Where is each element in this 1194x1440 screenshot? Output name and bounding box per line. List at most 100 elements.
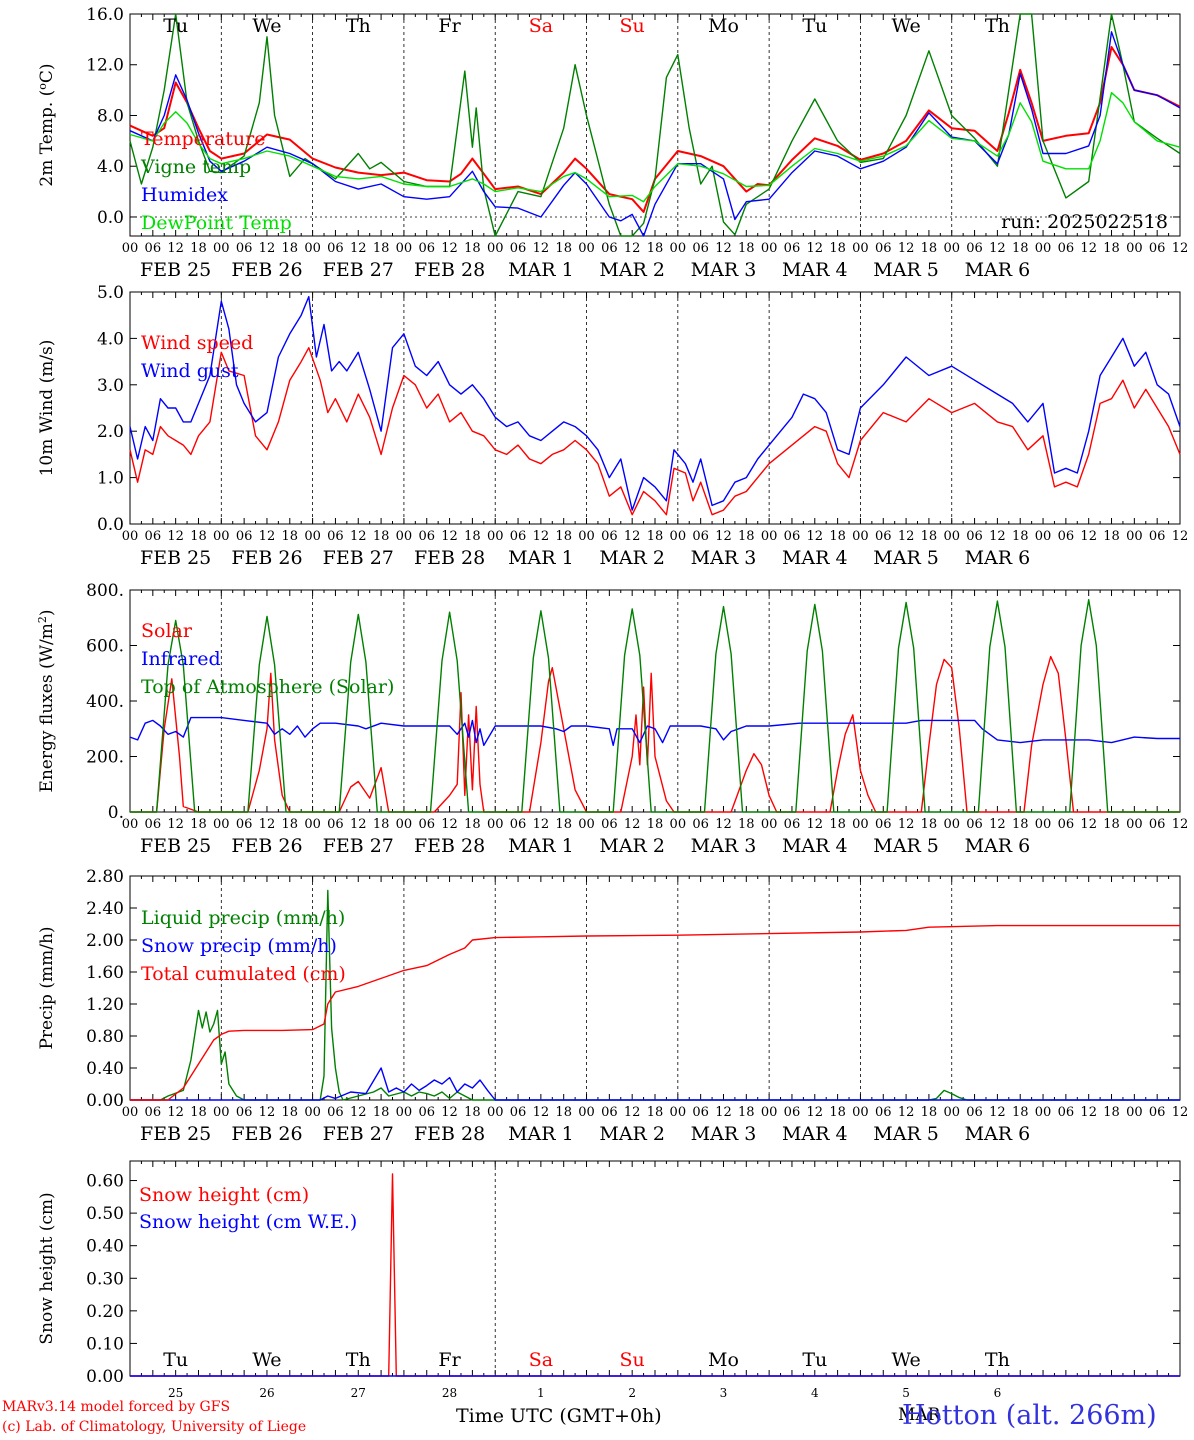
legend-entry: Humidex bbox=[141, 184, 228, 206]
y-tick-label: 2.40 bbox=[86, 899, 124, 919]
hour-tick-label: 18 bbox=[1103, 817, 1120, 832]
hour-tick-label: 12 bbox=[350, 529, 367, 544]
y-tick-label: 0.50 bbox=[86, 1204, 124, 1224]
hour-tick-label: 00 bbox=[122, 1105, 139, 1120]
hour-tick-label: 18 bbox=[190, 817, 207, 832]
hour-tick-label: 00 bbox=[213, 1105, 230, 1120]
day-name-label: Mo bbox=[708, 15, 739, 37]
hour-tick-label: 12 bbox=[533, 1105, 550, 1120]
plot-frame bbox=[129, 589, 1181, 813]
hour-tick-label: 00 bbox=[122, 241, 139, 256]
hour-tick-label: 06 bbox=[875, 529, 892, 544]
day-name-label: We bbox=[891, 15, 920, 37]
hour-tick-label: 12 bbox=[259, 817, 276, 832]
hour-tick-label: 18 bbox=[647, 817, 664, 832]
hour-tick-label: 06 bbox=[1058, 241, 1075, 256]
hour-tick-label: 12 bbox=[1172, 529, 1189, 544]
hour-tick-label: 00 bbox=[213, 529, 230, 544]
hour-tick-label: 12 bbox=[898, 241, 915, 256]
legend-entry: Wind gust bbox=[141, 360, 239, 382]
date-label: MAR 1 bbox=[508, 835, 574, 857]
day-name-label: Th bbox=[985, 15, 1010, 37]
hour-tick-label: 06 bbox=[418, 817, 435, 832]
hour-tick-label: 06 bbox=[236, 817, 253, 832]
hour-tick-label: 12 bbox=[807, 241, 824, 256]
hour-tick-label: 12 bbox=[1080, 817, 1097, 832]
legend-entry: Solar bbox=[141, 620, 193, 642]
date-label: MAR 1 bbox=[508, 547, 574, 569]
y-tick-label: 2.0 bbox=[97, 422, 124, 442]
date-label: MAR 6 bbox=[965, 835, 1031, 857]
date-label: MAR 2 bbox=[599, 1123, 665, 1145]
day-name-label: Th bbox=[985, 1349, 1010, 1371]
hour-tick-label: 18 bbox=[555, 817, 572, 832]
hour-tick-label: 18 bbox=[738, 1105, 755, 1120]
y-tick-label: 800. bbox=[86, 581, 124, 601]
date-label: MAR 2 bbox=[599, 259, 665, 281]
y-tick-label: 0.20 bbox=[86, 1302, 124, 1322]
hour-tick-label: 12 bbox=[167, 817, 184, 832]
hour-tick-label: 00 bbox=[1126, 241, 1143, 256]
hour-tick-label: 00 bbox=[578, 817, 595, 832]
hour-tick-label: 18 bbox=[1012, 241, 1029, 256]
hour-tick-label: 18 bbox=[190, 1105, 207, 1120]
hour-tick-label: 00 bbox=[1035, 241, 1052, 256]
hour-tick-label: 00 bbox=[1035, 529, 1052, 544]
day-name-label: We bbox=[891, 1349, 920, 1371]
hour-tick-label: 12 bbox=[898, 1105, 915, 1120]
y-axis-label: 10m Wind (m/s) bbox=[37, 340, 57, 477]
hour-tick-label: 18 bbox=[647, 1105, 664, 1120]
y-tick-label: 0.40 bbox=[86, 1059, 124, 1079]
hour-tick-label: 12 bbox=[167, 529, 184, 544]
hour-tick-label: 00 bbox=[213, 241, 230, 256]
hour-tick-label: 18 bbox=[647, 241, 664, 256]
hour-tick-label: 18 bbox=[464, 1105, 481, 1120]
hour-tick-label: 00 bbox=[761, 817, 778, 832]
series-line bbox=[130, 599, 1180, 813]
y-tick-label: 8.0 bbox=[97, 106, 124, 126]
hour-tick-label: 06 bbox=[510, 241, 527, 256]
hour-tick-label: 12 bbox=[624, 529, 641, 544]
hour-tick-label: 18 bbox=[738, 241, 755, 256]
date-label: MAR 5 bbox=[873, 835, 939, 857]
date-label: FEB 27 bbox=[323, 547, 394, 569]
hour-tick-label: 18 bbox=[921, 1105, 938, 1120]
hour-tick-label: 00 bbox=[1035, 1105, 1052, 1120]
hour-tick-label: 06 bbox=[236, 241, 253, 256]
hour-tick-label: 00 bbox=[1126, 1105, 1143, 1120]
hour-tick-label: 00 bbox=[852, 529, 869, 544]
day-name-label: Sa bbox=[529, 1349, 553, 1371]
hour-tick-label: 12 bbox=[624, 1105, 641, 1120]
series-line bbox=[130, 1067, 1180, 1101]
hour-tick-label: 00 bbox=[670, 1105, 687, 1120]
hour-tick-label: 18 bbox=[921, 529, 938, 544]
hour-tick-label: 00 bbox=[487, 817, 504, 832]
series-line bbox=[129, 91, 1181, 203]
hour-tick-label: 06 bbox=[236, 529, 253, 544]
x-axis-label: Time UTC (GMT+0h) bbox=[456, 1405, 662, 1427]
date-label: FEB 26 bbox=[231, 259, 302, 281]
hour-tick-label: 12 bbox=[350, 1105, 367, 1120]
hour-tick-label: 12 bbox=[441, 529, 458, 544]
hour-tick-label: 18 bbox=[921, 817, 938, 832]
hour-tick-label: 18 bbox=[829, 241, 846, 256]
y-tick-label: 0.60 bbox=[86, 1172, 124, 1192]
hour-tick-label: 06 bbox=[966, 241, 983, 256]
hour-tick-label: 06 bbox=[784, 817, 801, 832]
hour-tick-label: 12 bbox=[1172, 241, 1189, 256]
plot-frame bbox=[129, 13, 1181, 237]
date-label: FEB 28 bbox=[414, 835, 485, 857]
model-credit: MARv3.14 model forced by GFS bbox=[2, 1399, 231, 1415]
y-tick-label: 3.0 bbox=[97, 376, 124, 396]
hour-tick-label: 00 bbox=[487, 1105, 504, 1120]
hour-tick-label: 06 bbox=[510, 1105, 527, 1120]
hour-tick-label: 12 bbox=[1080, 1105, 1097, 1120]
hour-tick-label: 00 bbox=[1126, 817, 1143, 832]
hour-tick-label: 12 bbox=[1172, 1105, 1189, 1120]
hour-tick-label: 18 bbox=[282, 1105, 299, 1120]
date-label: FEB 28 bbox=[414, 259, 485, 281]
hour-tick-label: 06 bbox=[601, 529, 618, 544]
hour-tick-label: 12 bbox=[715, 1105, 732, 1120]
day-name-label: We bbox=[252, 15, 281, 37]
hour-tick-label: 06 bbox=[327, 241, 344, 256]
